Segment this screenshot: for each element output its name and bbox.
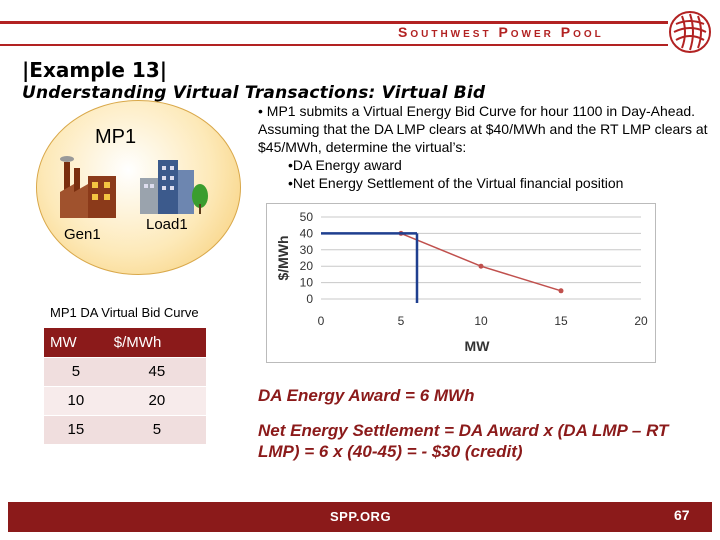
footer-org: SPP.ORG (330, 509, 392, 524)
y-tick-label: 0 (306, 292, 313, 306)
table-cell: 45 (107, 356, 206, 386)
y-axis-label: $/MWh (275, 235, 291, 280)
net-energy-settlement: Net Energy Settlement = DA Award x (DA L… (258, 421, 669, 461)
org-name: Southwest Power Pool (398, 24, 604, 40)
description: • MP1 submits a Virtual Energy Bid Curve… (258, 102, 713, 192)
table-row: 15 5 (44, 414, 206, 444)
bid-curve-title: MP1 DA Virtual Bid Curve (50, 305, 199, 320)
y-tick-label: 40 (300, 226, 314, 240)
x-axis-label: MW (465, 338, 491, 354)
table-cell: 10 (44, 385, 108, 415)
table-cell: 5 (44, 356, 108, 386)
data-point (558, 288, 564, 294)
x-tick-label: 10 (474, 314, 488, 328)
x-tick-label: 0 (318, 314, 325, 328)
table-cell: 20 (107, 385, 206, 415)
page-number: 67 (674, 507, 690, 523)
table-row: 5 45 (44, 356, 206, 386)
table-row: 10 20 (44, 385, 206, 415)
x-tick-label: 20 (634, 314, 648, 328)
table-cell: 5 (107, 414, 206, 444)
bid-curve-chart: 0 10 20 30 40 50 0 5 10 15 20 $/MWh MW (275, 210, 648, 354)
da-energy-award: DA Energy Award = 6 MWh (258, 386, 475, 405)
description-main: • MP1 submits a Virtual Energy Bid Curve… (258, 103, 708, 155)
bid-curve-table: MW $/MWh 5 45 10 20 15 5 (44, 328, 206, 444)
header-rule-bottom (0, 44, 668, 46)
example-title: |Example 13| (22, 58, 168, 82)
slide-subtitle: Understanding Virtual Transactions: Virt… (22, 83, 486, 103)
spp-logo-icon (669, 11, 711, 53)
buildings-icon (140, 160, 208, 214)
x-tick-label: 15 (554, 314, 568, 328)
header-rule-top (0, 21, 668, 24)
table-header: $/MWh (107, 328, 206, 357)
x-tick-label: 5 (398, 314, 405, 328)
mp-label: MP1 (95, 126, 137, 148)
y-tick-label: 30 (300, 243, 314, 257)
y-tick-label: 10 (300, 276, 314, 290)
description-bullet: •DA Energy award (288, 157, 402, 173)
factory-icon (60, 156, 116, 218)
load-label: Load1 (146, 216, 188, 233)
gen-label: Gen1 (64, 226, 101, 243)
data-point (478, 263, 484, 269)
table-cell: 15 (44, 414, 108, 444)
y-tick-label: 20 (300, 259, 314, 273)
description-bullet: •Net Energy Settlement of the Virtual fi… (288, 175, 624, 191)
table-header: MW (44, 328, 108, 357)
footer-bar (8, 502, 712, 532)
y-tick-label: 50 (300, 210, 314, 224)
